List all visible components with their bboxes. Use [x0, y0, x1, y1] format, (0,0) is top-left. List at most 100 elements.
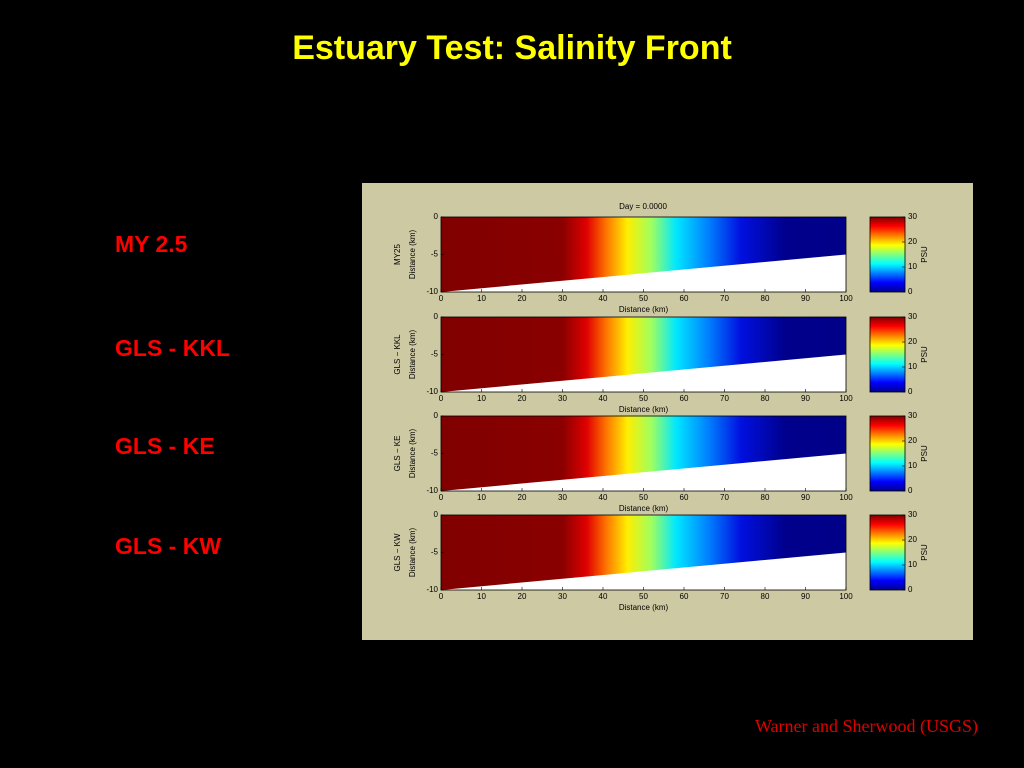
- y-tick-label: -5: [431, 449, 439, 458]
- x-tick-label: 30: [558, 294, 567, 303]
- x-tick-label: 10: [477, 493, 486, 502]
- x-tick-label: 40: [599, 493, 608, 502]
- x-tick-label: 80: [761, 294, 770, 303]
- y-tick-label: 0: [434, 212, 439, 221]
- x-tick-label: 20: [518, 394, 527, 403]
- colorbar-tick-label: 20: [908, 337, 917, 346]
- x-tick-label: 10: [477, 294, 486, 303]
- model-label: GLS - KE: [115, 433, 215, 459]
- colorbar: [869, 415, 906, 492]
- colorbar-tick-label: 0: [908, 585, 913, 594]
- x-tick-label: 100: [839, 592, 853, 601]
- colorbar-tick-label: 0: [908, 287, 913, 296]
- colorbar-tick-label: 10: [908, 560, 917, 569]
- colorbar-tick-label: 30: [908, 411, 917, 420]
- colorbar-label: PSU: [920, 445, 929, 462]
- y-axis-label: Distance (km): [408, 527, 417, 577]
- x-tick-label: 40: [599, 294, 608, 303]
- y-tick-label: -5: [431, 250, 439, 259]
- y-tick-label: -10: [426, 486, 438, 495]
- colorbar-tick-label: 10: [908, 362, 917, 371]
- colorbar: [869, 316, 906, 393]
- x-tick-label: 70: [720, 493, 729, 502]
- colorbar-tick-label: 10: [908, 262, 917, 271]
- x-tick-label: 50: [639, 592, 648, 601]
- y-tick-label: -5: [431, 350, 439, 359]
- x-axis-label: Distance (km): [619, 305, 669, 314]
- x-tick-label: 20: [518, 493, 527, 502]
- seabed: [441, 254, 846, 292]
- x-tick-label: 50: [639, 493, 648, 502]
- model-label: GLS - KW: [115, 533, 221, 559]
- x-tick-label: 40: [599, 592, 608, 601]
- y-axis-label: Distance (km): [408, 229, 417, 279]
- x-tick-label: 100: [839, 493, 853, 502]
- y-tick-label: -10: [426, 387, 438, 396]
- x-tick-label: 40: [599, 394, 608, 403]
- colorbar-tick-label: 0: [908, 486, 913, 495]
- colorbar-tick-label: 30: [908, 510, 917, 519]
- x-tick-label: 80: [761, 493, 770, 502]
- y-tick-label: 0: [434, 312, 439, 321]
- y-axis-label: Distance (km): [408, 428, 417, 478]
- x-tick-label: 100: [839, 394, 853, 403]
- colorbar-tick-label: 20: [908, 237, 917, 246]
- x-tick-label: 60: [680, 394, 689, 403]
- x-tick-label: 100: [839, 294, 853, 303]
- x-tick-label: 90: [801, 394, 810, 403]
- seabed: [441, 354, 846, 392]
- x-tick-label: 0: [439, 592, 444, 601]
- colorbar-label: PSU: [920, 346, 929, 363]
- y-tick-label: 0: [434, 411, 439, 420]
- x-tick-label: 20: [518, 592, 527, 601]
- colorbar-tick-label: 10: [908, 461, 917, 470]
- colorbar-tick-label: 30: [908, 212, 917, 221]
- colorbar: [869, 216, 906, 293]
- seabed: [441, 552, 846, 590]
- x-tick-label: 80: [761, 592, 770, 601]
- y-axis-label: Distance (km): [408, 329, 417, 379]
- seabed: [441, 453, 846, 491]
- x-tick-label: 20: [518, 294, 527, 303]
- x-tick-label: 30: [558, 493, 567, 502]
- colorbar-label: PSU: [920, 246, 929, 263]
- x-tick-label: 0: [439, 493, 444, 502]
- slide-title: Estuary Test: Salinity Front: [292, 29, 732, 67]
- x-axis-label: Distance (km): [619, 405, 669, 414]
- x-tick-label: 70: [720, 592, 729, 601]
- panel-name: GLS − KKL: [393, 334, 402, 375]
- colorbar-tick-label: 20: [908, 436, 917, 445]
- x-tick-label: 90: [801, 493, 810, 502]
- panel-name: GLS − KE: [393, 436, 402, 472]
- colorbar: [869, 514, 906, 591]
- x-tick-label: 30: [558, 592, 567, 601]
- y-tick-label: 0: [434, 510, 439, 519]
- x-tick-label: 0: [439, 294, 444, 303]
- y-tick-label: -10: [426, 585, 438, 594]
- colorbar-tick-label: 0: [908, 387, 913, 396]
- x-tick-label: 50: [639, 294, 648, 303]
- x-tick-label: 90: [801, 592, 810, 601]
- credit: Warner and Sherwood (USGS): [755, 716, 978, 737]
- x-tick-label: 90: [801, 294, 810, 303]
- colorbar-tick-label: 30: [908, 312, 917, 321]
- x-tick-label: 70: [720, 294, 729, 303]
- y-tick-label: -10: [426, 287, 438, 296]
- figure-title: Day = 0.0000: [619, 202, 667, 211]
- x-tick-label: 30: [558, 394, 567, 403]
- x-tick-label: 60: [680, 493, 689, 502]
- x-tick-label: 10: [477, 394, 486, 403]
- colorbar-tick-label: 20: [908, 535, 917, 544]
- x-tick-label: 10: [477, 592, 486, 601]
- colorbar-label: PSU: [920, 544, 929, 561]
- x-axis-label: Distance (km): [619, 603, 669, 612]
- x-tick-label: 50: [639, 394, 648, 403]
- panel-name: GLS − KW: [393, 533, 402, 571]
- model-label: GLS - KKL: [115, 335, 230, 361]
- x-tick-label: 80: [761, 394, 770, 403]
- y-tick-label: -5: [431, 548, 439, 557]
- x-tick-label: 0: [439, 394, 444, 403]
- x-axis-label: Distance (km): [619, 504, 669, 513]
- panel-name: MY25: [393, 244, 402, 265]
